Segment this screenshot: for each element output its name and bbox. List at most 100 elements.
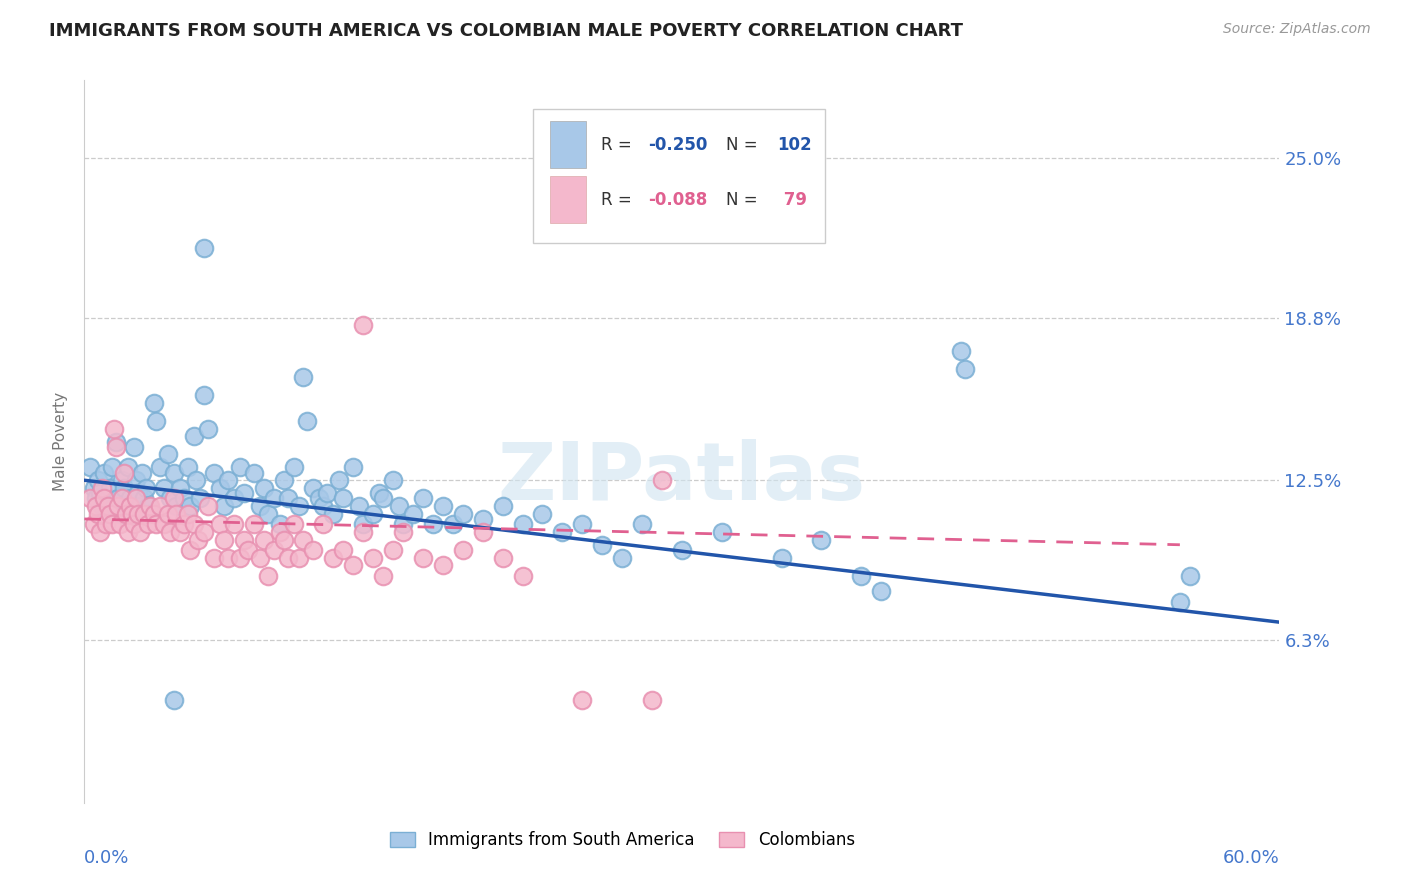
Point <box>949 344 972 359</box>
Point <box>273 533 295 547</box>
Point <box>322 550 344 565</box>
Point <box>531 507 554 521</box>
Point <box>89 486 111 500</box>
Text: 0.0%: 0.0% <box>84 849 129 867</box>
Point <box>110 517 132 532</box>
Point <box>97 491 120 506</box>
Point <box>551 524 574 539</box>
Point <box>120 499 142 513</box>
Point <box>197 499 219 513</box>
Point <box>253 533 276 547</box>
Point <box>512 517 534 532</box>
Point <box>342 460 364 475</box>
Y-axis label: Male Poverty: Male Poverty <box>53 392 69 491</box>
Point <box>97 499 120 513</box>
Point <box>412 550 434 565</box>
Point <box>392 517 415 532</box>
Point <box>107 499 129 513</box>
Point <box>651 473 673 487</box>
Point <box>232 486 254 500</box>
Text: -0.250: -0.250 <box>648 136 707 154</box>
Point <box>256 507 278 521</box>
Point <box>249 499 271 513</box>
Point <box>710 524 733 539</box>
Point <box>571 517 593 532</box>
Point <box>96 507 118 521</box>
Point <box>492 550 515 565</box>
Point <box>591 538 613 552</box>
Point <box>322 507 344 521</box>
Point <box>232 533 254 547</box>
Point <box>212 533 235 547</box>
Text: IMMIGRANTS FROM SOUTH AMERICA VS COLOMBIAN MALE POVERTY CORRELATION CHART: IMMIGRANTS FROM SOUTH AMERICA VS COLOMBI… <box>49 22 963 40</box>
Point <box>269 524 291 539</box>
Point <box>169 524 191 539</box>
Point <box>107 491 129 506</box>
Point <box>86 491 108 506</box>
Point <box>125 473 148 487</box>
Point <box>283 460 305 475</box>
Point <box>471 524 494 539</box>
Point <box>1168 594 1191 608</box>
Point <box>471 512 494 526</box>
Point <box>115 499 138 513</box>
Point <box>283 517 305 532</box>
Point <box>242 517 264 532</box>
Point <box>612 550 634 565</box>
Point <box>112 466 135 480</box>
Point <box>368 486 391 500</box>
Point <box>169 481 191 495</box>
Point <box>121 507 143 521</box>
Point <box>388 499 411 513</box>
Text: 102: 102 <box>778 136 813 154</box>
Point <box>93 466 115 480</box>
Point <box>117 460 139 475</box>
Point <box>96 517 118 532</box>
Point <box>112 481 135 495</box>
Point <box>193 241 215 255</box>
Point <box>135 481 157 495</box>
Point <box>139 499 162 513</box>
Point <box>153 517 176 532</box>
Point <box>125 491 148 506</box>
Point <box>361 507 384 521</box>
Point <box>149 499 172 513</box>
Point <box>373 491 395 506</box>
Point <box>149 460 172 475</box>
Point <box>143 507 166 521</box>
Point <box>312 517 335 532</box>
Point <box>79 491 101 506</box>
Point <box>451 542 474 557</box>
Point <box>392 524 415 539</box>
Point <box>159 491 181 506</box>
Point <box>202 550 225 565</box>
Point <box>177 460 200 475</box>
Point <box>193 388 215 402</box>
Point <box>122 440 145 454</box>
Point <box>98 507 121 521</box>
Text: N =: N = <box>725 136 763 154</box>
Point <box>179 499 201 513</box>
Point <box>217 550 239 565</box>
Point <box>671 542 693 557</box>
Point <box>208 481 231 495</box>
Point <box>441 517 464 532</box>
Point <box>953 362 976 376</box>
Point <box>177 507 200 521</box>
Point <box>83 517 105 532</box>
Point <box>101 460 124 475</box>
Point <box>105 434 128 449</box>
Point <box>870 584 893 599</box>
Point <box>131 466 153 480</box>
Point <box>352 524 374 539</box>
Point <box>288 499 311 513</box>
Point <box>302 542 325 557</box>
Point <box>197 422 219 436</box>
Point <box>512 568 534 582</box>
Point <box>86 499 108 513</box>
Point <box>87 473 110 487</box>
Point <box>111 491 134 506</box>
Point <box>98 481 121 495</box>
Point <box>143 396 166 410</box>
Point <box>103 499 125 513</box>
